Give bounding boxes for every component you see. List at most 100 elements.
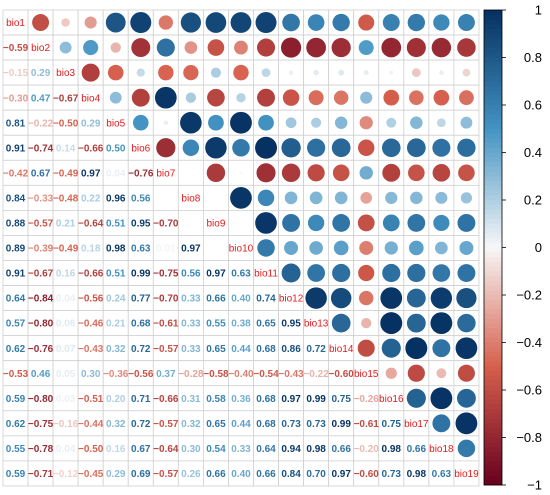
correlation-value: 0.44 xyxy=(231,344,251,355)
colorbar-tick-label: 1 xyxy=(535,3,542,18)
correlation-circle xyxy=(358,264,375,282)
diagonal-variable-label: bio8 xyxy=(181,193,200,204)
grid-cell xyxy=(253,460,279,487)
correlation-value: −0.78 xyxy=(28,444,54,455)
correlation-value: 0.40 xyxy=(231,294,251,305)
correlation-value: −0.30 xyxy=(3,93,29,104)
grid-cell xyxy=(202,260,229,286)
grid-cell xyxy=(102,335,129,362)
correlation-circle xyxy=(285,117,297,129)
colorbar-segment xyxy=(484,185,502,191)
colorbar-segment xyxy=(484,19,502,25)
colorbar-segment xyxy=(484,223,502,229)
colorbar-tick-label: 0.6 xyxy=(524,98,542,113)
correlation-circle xyxy=(180,12,201,33)
grid-cell xyxy=(2,109,29,136)
grid-cell xyxy=(27,184,54,211)
grid-cell xyxy=(152,159,179,186)
colorbar-segment xyxy=(484,138,502,144)
diagonal-variable-label: bio2 xyxy=(31,43,50,54)
grid-cell xyxy=(27,134,54,161)
grid-cell xyxy=(52,34,79,61)
correlation-value: 0.99 xyxy=(131,269,151,280)
correlation-circle xyxy=(158,64,174,81)
diagonal-variable-label: bio14 xyxy=(329,344,354,355)
correlation-circle xyxy=(359,116,373,130)
correlation-value: 0.63 xyxy=(131,244,151,255)
correlation-value: 0.65 xyxy=(206,344,226,355)
grid-cell xyxy=(378,460,405,487)
correlation-value: 0.30 xyxy=(181,444,201,455)
correlation-circle xyxy=(430,312,453,335)
colorbar-tick-label: −0.8 xyxy=(516,430,542,445)
correlation-value: 0.29 xyxy=(106,469,126,480)
correlation-circle xyxy=(61,18,70,27)
correlation-value: 0.66 xyxy=(206,469,226,480)
colorbar-segment xyxy=(484,285,502,291)
correlation-value: −0.67 xyxy=(53,93,79,104)
correlation-circle xyxy=(208,114,224,131)
correlation-circle xyxy=(407,13,426,32)
correlation-value: 0.01 xyxy=(156,244,176,255)
correlation-value: 0.33 xyxy=(181,344,201,355)
correlation-circle xyxy=(288,70,294,75)
colorbar-segment xyxy=(484,233,502,239)
correlation-value: 0.44 xyxy=(231,419,251,430)
grid-cell xyxy=(378,410,405,437)
correlation-circle xyxy=(357,139,375,157)
correlation-value: 0.75 xyxy=(382,419,402,430)
correlation-value: 0.24 xyxy=(106,294,126,305)
colorbar-segment xyxy=(484,52,502,58)
colorbar-segment xyxy=(484,318,502,324)
correlation-value: 0.66 xyxy=(331,444,351,455)
grid-cell xyxy=(77,260,104,286)
correlation-value: −0.71 xyxy=(28,469,54,480)
correlation-circle xyxy=(182,139,200,157)
correlation-circle xyxy=(405,337,428,360)
correlation-value: −0.36 xyxy=(103,369,129,380)
colorbar-tick-label: 0.2 xyxy=(524,193,542,208)
colorbar-segment xyxy=(484,124,502,130)
grid-cell xyxy=(253,335,279,362)
correlation-value: −0.49 xyxy=(53,244,79,255)
correlation-circle xyxy=(439,70,444,75)
correlation-circle xyxy=(457,14,475,31)
correlation-value: −0.64 xyxy=(78,219,104,230)
correlation-value: 0.66 xyxy=(407,444,427,455)
grid-cell xyxy=(353,360,380,387)
correlation-value: 0.86 xyxy=(281,344,301,355)
colorbar-tick-label: −0.4 xyxy=(516,335,542,350)
correlation-value: 0.97 xyxy=(206,269,226,280)
correlation-value: 0.74 xyxy=(256,294,276,305)
colorbar-segment xyxy=(484,299,502,305)
correlation-circle xyxy=(380,287,403,309)
colorbar-segment xyxy=(484,290,502,296)
correlation-value: 0.31 xyxy=(181,394,201,405)
grid-cell xyxy=(202,209,229,236)
correlation-circle xyxy=(330,287,352,309)
colorbar-segment xyxy=(484,309,502,315)
colorbar-segment xyxy=(484,166,502,172)
correlation-circle xyxy=(84,16,97,29)
colorbar-segment xyxy=(484,361,502,367)
grid-cell xyxy=(102,360,129,387)
grid-cell xyxy=(303,310,330,337)
correlation-circle xyxy=(407,364,425,382)
colorbar-segment xyxy=(484,238,502,244)
grid-cell xyxy=(27,159,54,186)
correlation-circle xyxy=(109,91,122,104)
correlation-value: 0.68 xyxy=(131,319,151,330)
grid-cell xyxy=(278,385,304,412)
correlation-circle xyxy=(357,339,375,357)
correlation-circle xyxy=(410,116,423,129)
correlation-circle xyxy=(457,388,476,408)
correlation-value: 0.75 xyxy=(331,394,351,405)
grid-cell xyxy=(152,310,179,337)
grid-cell xyxy=(52,285,79,311)
correlation-circle xyxy=(308,90,324,106)
correlation-circle xyxy=(261,68,271,78)
colorbar-segment xyxy=(484,119,502,125)
colorbar-segment xyxy=(484,475,502,481)
correlation-circle xyxy=(457,439,476,458)
colorbar-segment xyxy=(484,242,502,248)
